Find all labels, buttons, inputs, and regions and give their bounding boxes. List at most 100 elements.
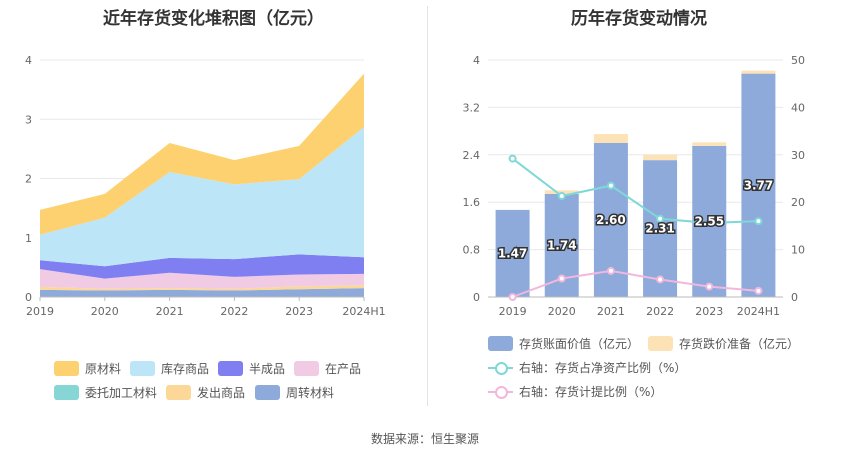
- x-tick-label: 2021: [597, 305, 625, 318]
- y-left-tick-label: 2.4: [463, 149, 481, 162]
- x-tick-label: 2019: [26, 305, 54, 318]
- x-tick-label: 2022: [220, 305, 248, 318]
- legend-label: 存货跌价准备（亿元）: [679, 337, 800, 351]
- legend-swatch: [166, 385, 191, 400]
- legend-swatch: [54, 361, 79, 376]
- legend-swatch: [648, 336, 673, 351]
- line-point-1: [705, 282, 714, 291]
- legend-item-work-in-progress[interactable]: 在产品: [294, 360, 361, 377]
- legend-line-swatch: [488, 384, 513, 399]
- legend-item-raw-materials[interactable]: 原材料: [54, 360, 121, 377]
- line-point-0: [754, 217, 763, 226]
- y-tick-label: 1: [25, 232, 32, 245]
- area-series-6: [40, 73, 364, 235]
- line-series-1: [512, 269, 759, 298]
- y-left-tick-label: 0.8: [463, 244, 481, 257]
- line-point-1: [557, 274, 566, 283]
- line-series-0: [511, 157, 759, 225]
- line-point-0: [705, 219, 714, 228]
- line-point-0: [557, 192, 566, 201]
- legend-item-finished-goods[interactable]: 库存商品: [130, 360, 209, 377]
- legend-item-book-value[interactable]: 存货账面价值（亿元）: [488, 335, 639, 352]
- stacked-area-chart: 0 1 2 3 4 2019 2020 2021 2022 2023 2024H1: [25, 54, 386, 318]
- legend-label: 右轴：存货占净资产比例（%）: [519, 361, 687, 375]
- left-chart-panel: 近年存货变化堆积图（亿元） 0 1 2 3 4 2019 2020 2021 2022 2023 2…: [0, 0, 427, 415]
- line-point-1: [508, 293, 517, 301]
- legend-swatch: [218, 361, 243, 376]
- line-point-0: [508, 154, 517, 163]
- x-tick-label: 2024H1: [737, 305, 780, 318]
- legend-item-provision-ratio[interactable]: 右轴：存货计提比例（%）: [488, 383, 662, 400]
- y-right-tick-label: 50: [791, 54, 805, 67]
- legend-label: 周转材料: [286, 386, 335, 400]
- panel-divider: [427, 6, 428, 406]
- x-tick-label: 2019: [499, 305, 527, 318]
- area-series-0: [40, 288, 364, 297]
- y-left-tick-label: 4: [473, 54, 480, 67]
- legend-swatch: [255, 385, 280, 400]
- legend-item-goods-shipped[interactable]: 发出商品: [166, 384, 245, 401]
- legend-item-consigned-processing[interactable]: 委托加工材料: [54, 384, 157, 401]
- y-tick-label: 0: [25, 291, 32, 304]
- legend-swatch: [488, 336, 513, 351]
- legend-item-net-asset-ratio[interactable]: 右轴：存货占净资产比例（%）: [488, 359, 686, 376]
- x-tick-label: 2020: [91, 305, 119, 318]
- y-tick-label: 4: [25, 54, 32, 67]
- y-right-tick-label: 10: [791, 244, 805, 257]
- bar-impairment-reserve: [741, 70, 776, 74]
- bar-impairment-reserve: [643, 154, 678, 161]
- area-series-3: [40, 269, 364, 289]
- area-series-1: [40, 285, 364, 291]
- bar-data-label: 2.60: [596, 213, 626, 227]
- line-point-0: [656, 214, 665, 223]
- bar-data-label: 1.74: [547, 238, 577, 252]
- line-point-1: [754, 286, 763, 295]
- legend-label: 存货账面价值（亿元）: [519, 337, 640, 351]
- x-tick-label: 2020: [548, 305, 576, 318]
- bar-data-label: 3.77: [744, 178, 774, 192]
- bar-data-label: 2.55: [694, 214, 724, 228]
- y-left-tick-label: 1.6: [463, 196, 481, 209]
- bar-data-label: 1.47: [498, 246, 528, 260]
- area-series-5: [40, 126, 364, 267]
- data-source-note: 数据来源：恒生聚源: [370, 432, 479, 446]
- right-chart-title: 历年存货变动情况: [571, 9, 707, 29]
- y-left-tick-label: 3.2: [463, 101, 481, 114]
- legend-label: 发出商品: [197, 386, 246, 400]
- legend-label: 右轴：存货计提比例（%）: [519, 385, 663, 399]
- legend-item-impairment-reserve[interactable]: 存货跌价准备（亿元）: [648, 335, 799, 352]
- legend-label: 在产品: [325, 362, 362, 376]
- legend-swatch: [130, 361, 155, 376]
- y-right-tick-label: 0: [791, 291, 798, 304]
- legend-swatch: [294, 361, 319, 376]
- x-tick-label: 2022: [646, 305, 674, 318]
- x-tick-label: 2024H1: [342, 305, 385, 318]
- y-tick-label: 2: [25, 173, 32, 186]
- x-tick-label: 2021: [156, 305, 184, 318]
- x-tick-label: 2023: [695, 305, 723, 318]
- y-right-tick-label: 30: [791, 149, 805, 162]
- bar-impairment-reserve: [593, 134, 628, 143]
- line-point-0: [606, 181, 615, 190]
- legend-label: 委托加工材料: [85, 386, 158, 400]
- left-chart-title: 近年存货变化堆积图（亿元）: [103, 9, 324, 29]
- legend-label: 原材料: [85, 362, 122, 376]
- bar-data-label: 2.31: [645, 222, 675, 236]
- legend-label: 库存商品: [161, 362, 210, 376]
- y-right-tick-label: 20: [791, 196, 805, 209]
- legend-line-swatch: [488, 360, 513, 375]
- area-series-4: [40, 254, 364, 279]
- bar-impairment-reserve: [692, 142, 727, 146]
- legend-label: 半成品: [249, 362, 286, 376]
- legend-swatch: [54, 385, 79, 400]
- right-chart-panel: 历年存货变动情况 0 0.8 1.6 2.4 3.2 4 0 10 20 30 40 50 2019 20…: [428, 0, 850, 415]
- legend-item-semi-finished[interactable]: 半成品: [218, 360, 285, 377]
- legend-item-turnover-materials[interactable]: 周转材料: [255, 384, 334, 401]
- bar-book-value: [741, 73, 776, 297]
- bar-book-value: [643, 160, 678, 297]
- bar-book-value: [495, 209, 530, 297]
- line-point-1: [656, 275, 665, 284]
- y-right-tick-label: 40: [791, 101, 805, 114]
- y-tick-label: 3: [25, 113, 32, 126]
